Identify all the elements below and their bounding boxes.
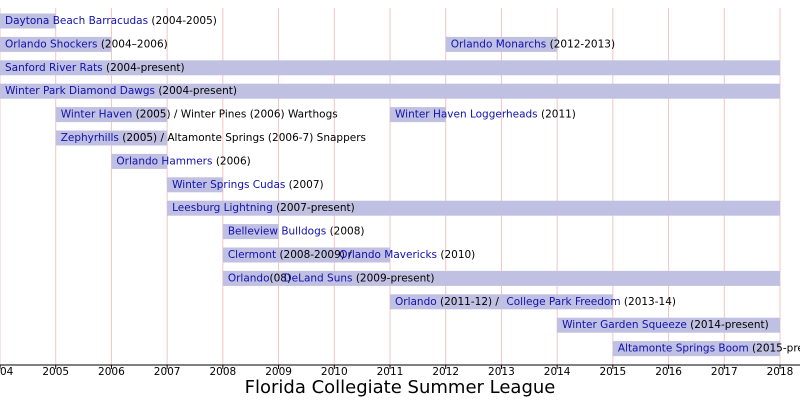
team-years: (2009-present) bbox=[353, 272, 435, 284]
team-years: (2013-14) bbox=[621, 296, 676, 308]
bar-label: Winter Park Diamond Dawgs (2004-present) bbox=[5, 85, 237, 97]
x-tick-label: 2009 bbox=[265, 366, 292, 378]
team-years: (2015-present) bbox=[749, 343, 800, 355]
team-link: Orlando Shockers bbox=[5, 38, 98, 50]
bar-label: Belleview Bulldogs (2008) bbox=[228, 226, 365, 238]
team-years: (2010) bbox=[437, 249, 475, 261]
bar-label: DeLand Suns (2009-present) bbox=[284, 272, 435, 284]
x-tick-label: 2013 bbox=[488, 366, 515, 378]
x-tick-label: 2016 bbox=[655, 366, 682, 378]
team-years: (2004–2006) bbox=[98, 38, 168, 50]
x-tick-label: 2014 bbox=[544, 366, 571, 378]
team-years: (2007) bbox=[285, 179, 323, 191]
team-years: (2008) bbox=[326, 226, 364, 238]
bar-label: Clermont (2008-2009) / bbox=[228, 249, 352, 261]
bar-label: Winter Haven Loggerheads (2011) bbox=[395, 109, 576, 121]
team-link: Orlando Hammers bbox=[116, 155, 212, 167]
bar bbox=[445, 36, 558, 52]
x-tick-label: 2004 bbox=[0, 366, 14, 378]
bar-label: Winter Haven (2005) / Winter Pines (2006… bbox=[61, 109, 338, 121]
bar bbox=[0, 13, 56, 29]
x-tick-label: 2015 bbox=[599, 366, 626, 378]
team-years: (2004-present) bbox=[103, 62, 185, 74]
team-years: (2008-2009) / bbox=[276, 249, 352, 261]
team-link: Winter Garden Squeeze bbox=[562, 319, 687, 331]
x-tick-label: 2006 bbox=[98, 366, 125, 378]
bar-label: Orlando Mavericks (2010) bbox=[339, 249, 475, 261]
team-link: Winter Springs Cudas bbox=[172, 179, 285, 191]
bar-label: Winter Springs Cudas (2007) bbox=[172, 179, 323, 191]
team-years: (2014-present) bbox=[687, 319, 769, 331]
x-tick-label: 2018 bbox=[767, 366, 794, 378]
team-years: (2005) / Altamonte Springs (2006-7) Snap… bbox=[119, 132, 366, 144]
bar bbox=[557, 317, 780, 333]
bar-label: College Park Freedom (2013-14) bbox=[506, 296, 676, 308]
team-link: Orlando Mavericks bbox=[339, 249, 437, 261]
bar-label: Orlando(08) bbox=[228, 272, 291, 284]
bar bbox=[390, 294, 502, 310]
team-years: (2004-2005) bbox=[148, 15, 217, 27]
team-link: Orlando bbox=[228, 272, 270, 284]
bar bbox=[222, 270, 279, 286]
team-link: Leesburg Lightning bbox=[172, 202, 273, 214]
team-link: Winter Haven Loggerheads bbox=[395, 109, 538, 121]
bar-label: Winter Garden Squeeze (2014-present) bbox=[562, 319, 769, 331]
bar bbox=[612, 341, 780, 357]
team-link: Winter Haven bbox=[61, 109, 133, 121]
team-link: Clermont bbox=[228, 249, 276, 261]
x-tick-label: 2012 bbox=[432, 366, 459, 378]
x-tick-label: 2007 bbox=[154, 366, 181, 378]
bar-label: Orlando (2011-12) / bbox=[395, 296, 499, 308]
bar bbox=[0, 36, 112, 52]
bar-label: Daytona Beach Barracudas (2004-2005) bbox=[5, 15, 217, 27]
team-years: (2007-present) bbox=[273, 202, 355, 214]
team-link: Zephyrhills bbox=[61, 132, 119, 144]
team-years: (2005) / Winter Pines (2006) Warthogs bbox=[132, 109, 337, 121]
team-years: (2012-2013) bbox=[546, 38, 615, 50]
bar bbox=[55, 130, 168, 146]
team-link: Sanford River Rats bbox=[5, 62, 103, 74]
team-years: (2011) bbox=[538, 109, 576, 121]
bar bbox=[334, 247, 390, 263]
chart-title: Florida Collegiate Summer League bbox=[245, 377, 556, 398]
team-years: (2011-12) / bbox=[437, 296, 500, 308]
bar-label: Zephyrhills (2005) / Altamonte Springs (… bbox=[61, 132, 366, 144]
team-years: (08) bbox=[270, 272, 292, 284]
bar bbox=[167, 200, 781, 216]
team-link: College Park Freedom bbox=[506, 296, 620, 308]
x-tick-label: 2008 bbox=[209, 366, 236, 378]
bar bbox=[501, 294, 613, 310]
bar bbox=[55, 107, 168, 123]
team-link: Orlando bbox=[395, 296, 437, 308]
bar-label: Altamonte Springs Boom (2015-present) bbox=[618, 343, 800, 355]
bar bbox=[111, 153, 168, 169]
bar bbox=[390, 107, 446, 123]
x-tick-label: 2010 bbox=[321, 366, 348, 378]
bar-label: Sanford River Rats (2004-present) bbox=[5, 62, 185, 74]
bar-label: Orlando Shockers (2004–2006) bbox=[5, 38, 168, 50]
x-tick-label: 2011 bbox=[377, 366, 404, 378]
bar-label: Orlando Hammers (2006) bbox=[116, 155, 250, 167]
bar bbox=[167, 177, 223, 193]
team-link: Altamonte Springs Boom bbox=[618, 343, 749, 355]
team-link: DeLand Suns bbox=[284, 272, 353, 284]
bar bbox=[0, 83, 780, 99]
bar bbox=[0, 60, 780, 76]
team-years: (2004-present) bbox=[155, 85, 237, 97]
x-tick-label: 2005 bbox=[42, 366, 69, 378]
x-tick-label: 2017 bbox=[711, 366, 738, 378]
bar-label: Orlando Monarchs (2012-2013) bbox=[451, 38, 615, 50]
team-link: Daytona Beach Barracudas bbox=[5, 15, 148, 27]
team-link: Orlando Monarchs bbox=[451, 38, 547, 50]
bar bbox=[222, 224, 279, 240]
team-link: Winter Park Diamond Dawgs bbox=[5, 85, 155, 97]
team-years: (2006) bbox=[212, 155, 250, 167]
bar-label: Leesburg Lightning (2007-present) bbox=[172, 202, 355, 214]
team-link: Belleview Bulldogs bbox=[228, 226, 326, 238]
bar bbox=[222, 247, 335, 263]
bar bbox=[278, 270, 780, 286]
